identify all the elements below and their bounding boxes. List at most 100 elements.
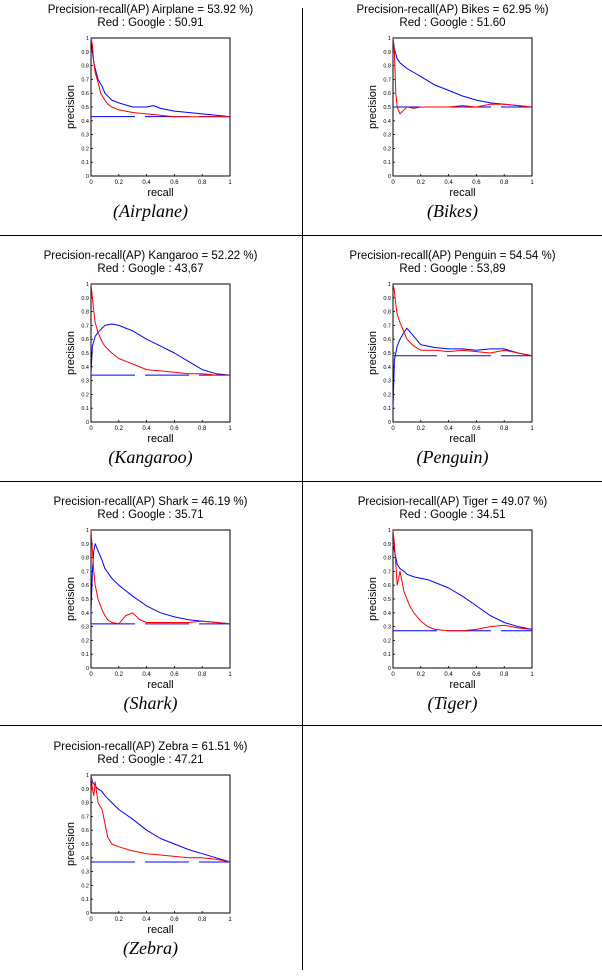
y-tick-label: 0.3 [383, 625, 391, 631]
x-tick-label: 1 [530, 426, 534, 432]
y-tick-label: 0.5 [383, 351, 391, 357]
y-tick-label: 0.4 [383, 365, 391, 371]
column-divider [302, 8, 303, 970]
x-tick-label: 0.8 [198, 672, 207, 678]
chart-panel-airplane: Precision-recall(AP) Airplane = 53.92 %)… [0, 0, 301, 240]
x-tick-label: 0.8 [198, 917, 207, 923]
x-tick-label: 0.8 [500, 426, 509, 432]
x-tick-label: 0 [89, 180, 93, 186]
y-tick-label: 0.8 [81, 310, 89, 316]
y-tick-label: 0.5 [81, 105, 89, 111]
y-tick-label: 1 [86, 528, 89, 534]
x-tick-label: 0.4 [444, 426, 453, 432]
pr-series-line [392, 283, 533, 357]
x-tick-label: 0 [89, 672, 93, 678]
y-tick-label: 0.8 [81, 64, 89, 70]
y-tick-label: 0.6 [383, 337, 391, 343]
pr-curve-plot: 0 0.2 0.4 0.6 0.8 1 0 0.1 0.2 0.3 0.4 0.5 0.6 0.7 0.8 0… [65, 282, 232, 445]
y-tick-label: 0 [388, 420, 391, 426]
y-tick-label: 0.2 [81, 392, 89, 398]
y-tick-label: 0 [86, 420, 89, 426]
x-tick-label: 0.6 [170, 426, 179, 432]
x-tick-label: 0.8 [500, 672, 509, 678]
pr-curve-plot: 0 0.2 0.4 0.6 0.8 1 0 0.1 0.2 0.3 0.4 0.5 0.6 0.7 0.8 0… [65, 36, 232, 199]
y-tick-label: 0.2 [81, 883, 89, 889]
chart-caption: (Bikes) [427, 201, 478, 221]
y-tick-label: 0 [388, 174, 391, 180]
y-tick-label: 0.7 [81, 323, 89, 329]
y-tick-label: 1 [388, 528, 391, 534]
y-tick-label: 0.1 [81, 160, 89, 166]
y-tick-label: 0.6 [383, 91, 391, 97]
y-tick-label: 0.2 [383, 146, 391, 152]
row-divider [0, 725, 602, 726]
y-tick-label: 0.4 [383, 611, 391, 617]
y-tick-label: 0.8 [383, 556, 391, 562]
chart-panel-kangaroo: Precision-recall(AP) Kangaroo = 52.22 %)… [0, 246, 301, 486]
x-tick-label: 0.2 [417, 180, 426, 186]
y-tick-label: 0.7 [383, 323, 391, 329]
axes-box [90, 529, 231, 669]
pr-series-line [90, 774, 231, 863]
pr-series-line [90, 323, 231, 376]
y-tick-label: 0.3 [81, 870, 89, 876]
y-tick-label: 0.9 [81, 542, 89, 548]
row-divider [0, 235, 602, 236]
x-tick-label: 0.4 [142, 917, 151, 923]
y-tick-label: 1 [86, 36, 89, 42]
y-axis-label: precision [367, 331, 379, 375]
y-tick-label: 0.8 [383, 310, 391, 316]
chart-caption: (Zebra) [123, 938, 178, 958]
chart-subtitle: Red : Google : 47.21 [97, 754, 204, 766]
y-tick-label: 0.1 [383, 406, 391, 412]
y-tick-label: 1 [86, 282, 89, 288]
x-tick-label: 0.2 [115, 917, 124, 923]
chart-panel-tiger: Precision-recall(AP) Tiger = 49.07 %) Re… [302, 492, 602, 732]
y-tick-label: 0.7 [81, 77, 89, 83]
axes-box [392, 283, 533, 423]
y-tick-label: 1 [86, 773, 89, 779]
chart-subtitle: Red : Google : 51.60 [399, 17, 506, 29]
x-axis-label: recall [147, 924, 173, 936]
pr-series-line [90, 283, 230, 376]
y-tick-label: 0.1 [81, 652, 89, 658]
y-tick-label: 0.3 [81, 133, 89, 139]
y-tick-label: 0.7 [81, 814, 89, 820]
x-tick-label: 0 [89, 917, 93, 923]
pr-series-line [90, 543, 231, 625]
x-tick-label: 0.4 [444, 672, 453, 678]
x-tick-label: 0 [391, 672, 395, 678]
x-tick-label: 0.2 [115, 672, 124, 678]
y-tick-label: 0.2 [383, 638, 391, 644]
chart-title: Precision-recall(AP) Tiger = 49.07 %) [357, 496, 548, 508]
x-axis-label: recall [449, 187, 475, 199]
y-tick-label: 0.5 [383, 105, 391, 111]
pr-curve-plot: 0 0.2 0.4 0.6 0.8 1 0 0.1 0.2 0.3 0.4 0.5 0.6 0.7 0.8 0… [65, 773, 232, 936]
x-axis-label: recall [147, 679, 173, 691]
pr-series-line [90, 37, 230, 118]
y-tick-label: 0.4 [81, 119, 89, 125]
pr-series-line [392, 543, 533, 630]
y-tick-label: 0.3 [81, 379, 89, 385]
y-tick-label: 0.7 [383, 569, 391, 575]
x-tick-label: 0 [391, 180, 395, 186]
y-axis-label: precision [367, 85, 379, 129]
chart-subtitle: Red : Google : 35.71 [97, 509, 204, 521]
y-tick-label: 0.1 [383, 652, 391, 658]
x-tick-label: 0.6 [170, 917, 179, 923]
chart-subtitle: Red : Google : 50.91 [97, 17, 204, 29]
y-tick-label: 0.1 [383, 160, 391, 166]
x-tick-label: 1 [530, 672, 534, 678]
y-tick-label: 0.4 [383, 119, 391, 125]
y-tick-label: 0.7 [383, 77, 391, 83]
y-tick-label: 0.3 [383, 379, 391, 385]
y-tick-label: 0.3 [81, 625, 89, 631]
pr-curve-plot: 0 0.2 0.4 0.6 0.8 1 0 0.1 0.2 0.3 0.4 0.5 0.6 0.7 0.8 0… [367, 36, 534, 199]
x-tick-label: 1 [228, 917, 232, 923]
chart-caption: (Shark) [123, 693, 178, 713]
x-axis-label: recall [449, 433, 475, 445]
y-tick-label: 0.9 [81, 296, 89, 302]
y-tick-label: 0.9 [383, 296, 391, 302]
y-tick-label: 0.2 [81, 638, 89, 644]
y-tick-label: 0.1 [81, 406, 89, 412]
